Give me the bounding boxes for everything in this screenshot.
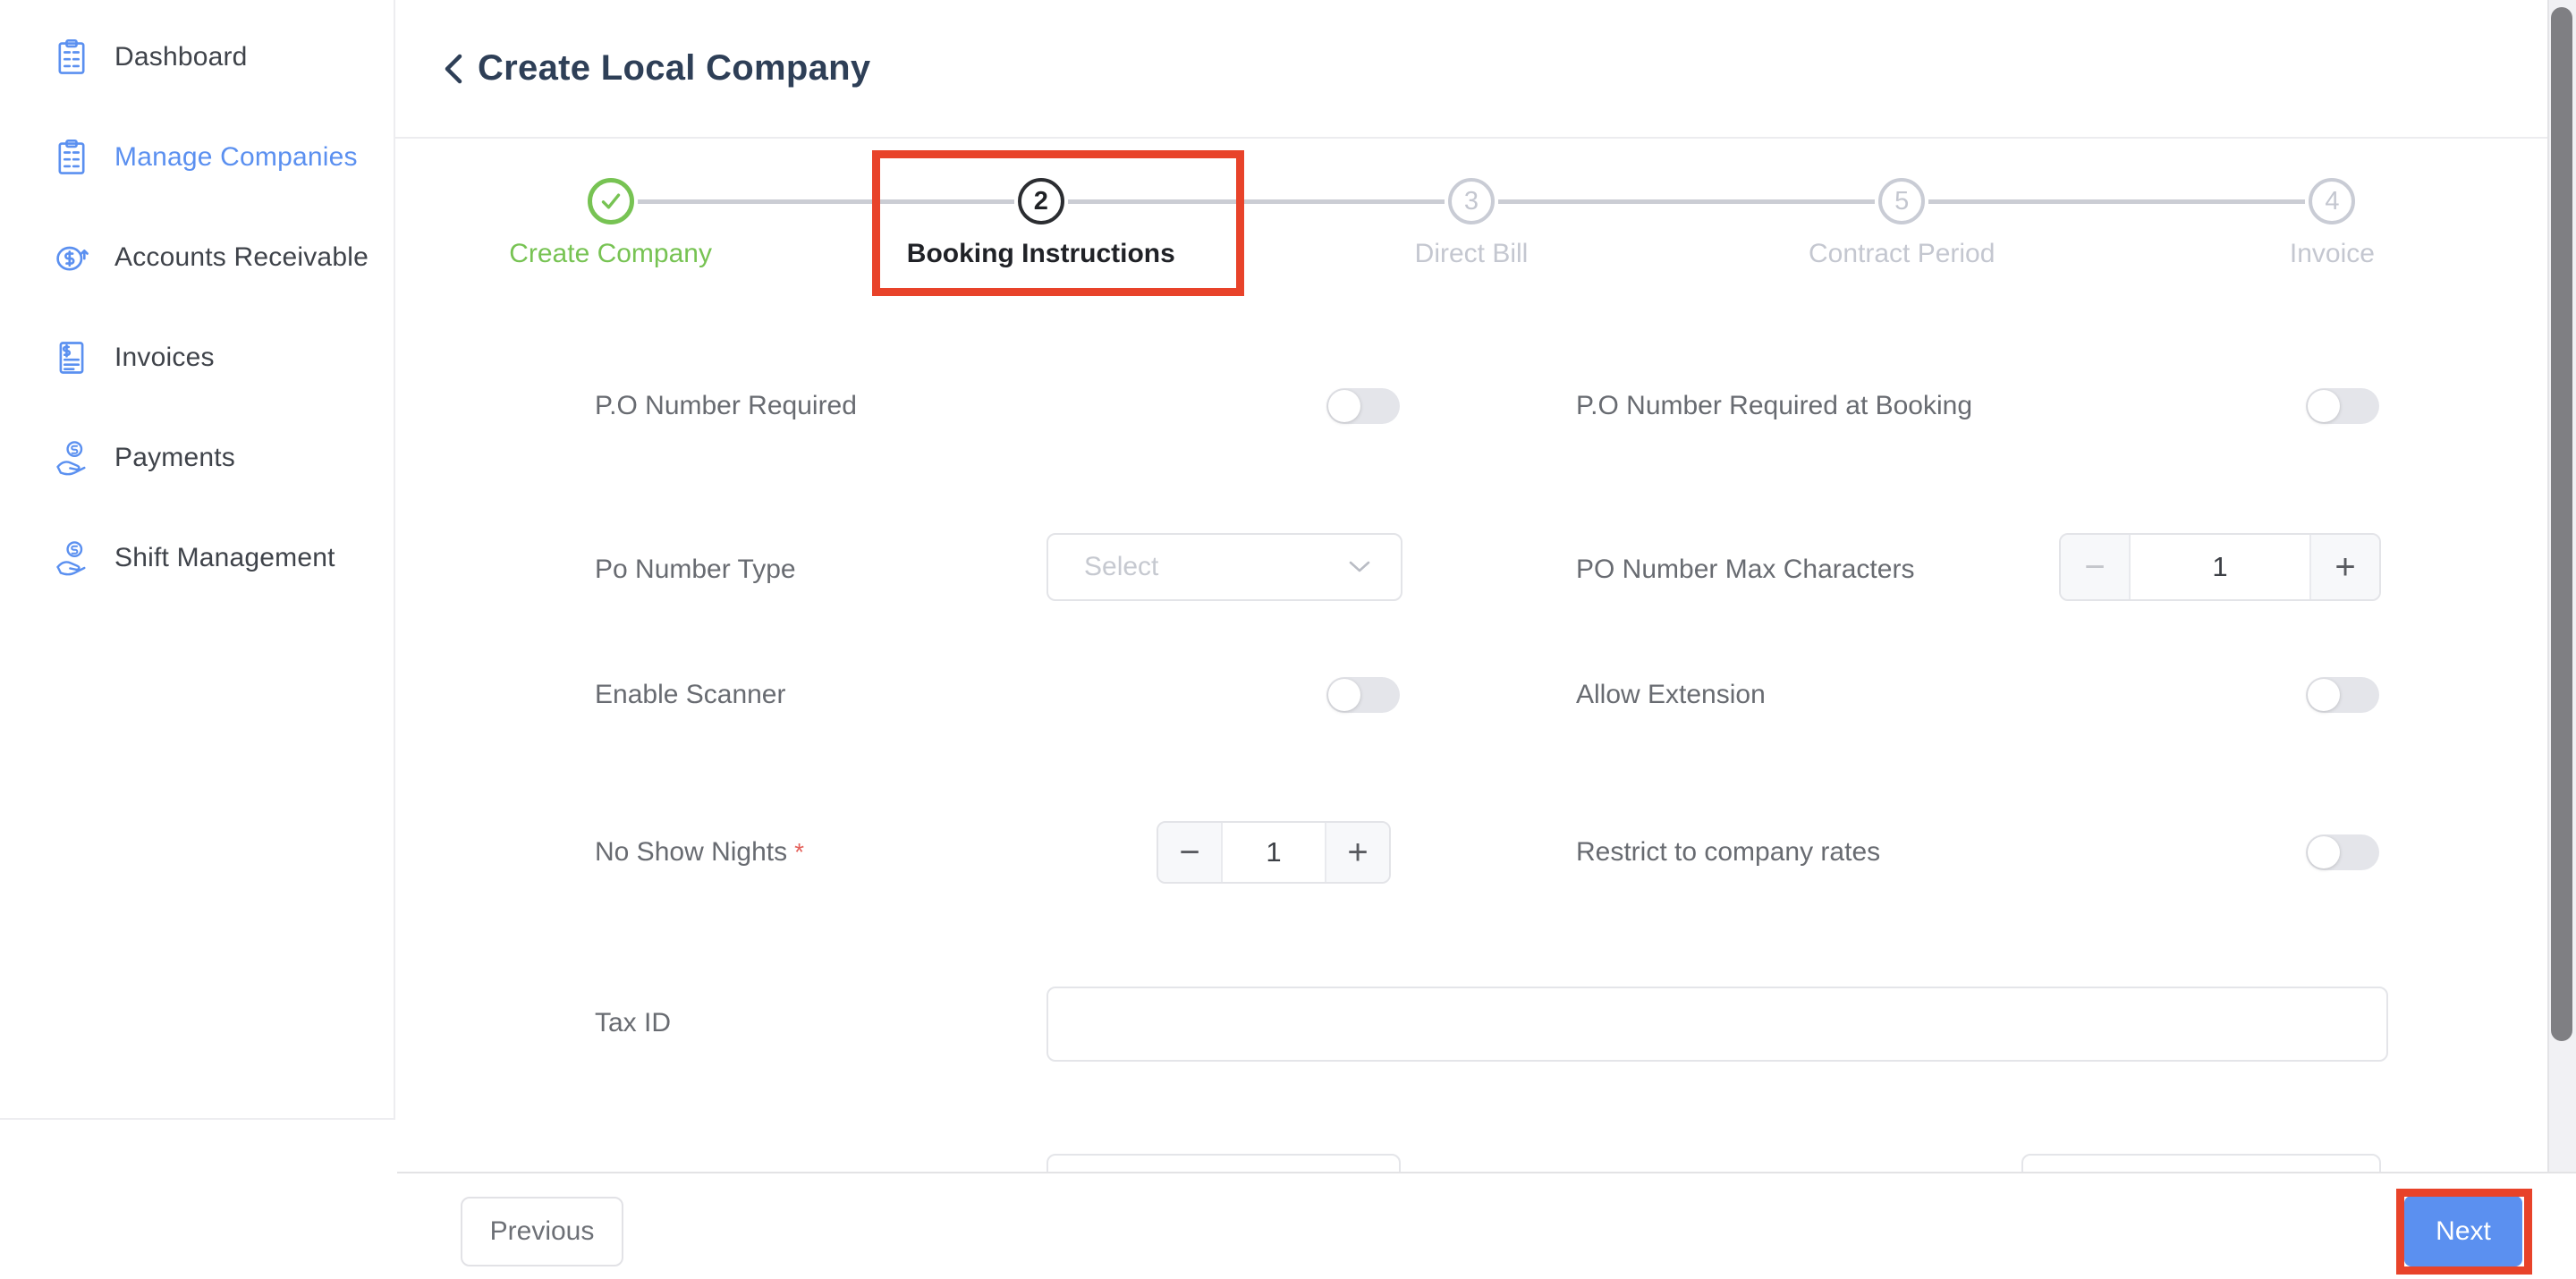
wizard-footer-bar [397,1172,2576,1279]
sidebar-item-accounts-receivable[interactable]: Accounts Receivable [0,208,394,308]
increment-button[interactable]: + [1325,823,1389,882]
no-show-nights-value[interactable]: 1 [1223,823,1325,882]
sidebar-item-manage-companies[interactable]: Manage Companies [0,107,394,208]
po-number-required-toggle[interactable] [1326,388,1400,424]
sidebar-item-label: Dashboard [114,42,248,72]
sidebar-item-dashboard[interactable]: Dashboard [0,7,394,107]
po-number-type-select[interactable]: Select [1046,533,1402,601]
sidebar-item-label: Accounts Receivable [114,242,369,272]
step-check-circle [587,178,634,224]
step-connector [1498,199,1875,204]
sidebar-item-label: Manage Companies [114,142,358,172]
restrict-to-company-rates-label: Restrict to company rates [1576,837,1881,867]
step-number-circle: 4 [2309,178,2356,224]
main-header: Create Local Company [395,0,2547,139]
hand-coin-icon [52,538,91,578]
step-number-circle: 5 [1878,178,1926,224]
sidebar-item-label: Invoices [114,343,215,372]
sidebar-item-shift-management[interactable]: Shift Management [0,508,394,608]
po-number-required-at-booking-label: P.O Number Required at Booking [1576,391,1973,420]
previous-button[interactable]: Previous [461,1197,623,1266]
enable-scanner-label: Enable Scanner [595,680,786,709]
decrement-button[interactable]: − [1158,823,1223,882]
step-create-company[interactable]: Create Company [395,140,826,301]
step-label: Contract Period [1808,239,1996,268]
step-label: Invoice [2289,239,2375,268]
hand-coin-icon [52,438,91,478]
sidebar-item-label: Payments [114,443,235,472]
step-invoice[interactable]: 4 Invoice [2117,140,2547,301]
step-connector [1928,199,2305,204]
po-number-type-label: Po Number Type [595,555,796,584]
page-title: Create Local Company [478,48,871,88]
no-show-nights-stepper: − 1 + [1157,821,1391,884]
no-show-nights-label: No Show Nights * [595,837,805,867]
po-number-required-at-booking-toggle[interactable] [2306,388,2379,424]
sidebar-menu: Dashboard Manage Companies [0,0,394,608]
allow-extension-toggle[interactable] [2306,677,2379,713]
decrement-button[interactable]: − [2061,535,2131,599]
dollar-receive-icon [52,238,91,277]
select-placeholder: Select [1084,552,1159,581]
restrict-to-company-rates-toggle[interactable] [2306,834,2379,870]
clipboard-icon [52,38,91,77]
sidebar-item-invoices[interactable]: Invoices [0,308,394,408]
step-label: Booking Instructions [906,239,1175,268]
enable-scanner-toggle[interactable] [1326,677,1400,713]
chevron-down-icon [1349,561,1370,572]
sidebar-item-payments[interactable]: Payments [0,408,394,508]
step-number-circle: 2 [1017,178,1064,224]
step-label: Direct Bill [1414,239,1529,268]
sidebar-footer [0,1118,395,1279]
tax-id-input[interactable] [1046,987,2388,1062]
sidebar: Dashboard Manage Companies [0,0,395,1279]
check-icon [601,193,620,209]
po-number-max-characters-stepper: − 1 + [2059,533,2381,601]
tax-id-label: Tax ID [595,1008,672,1038]
chevron-left-icon [445,54,462,83]
step-contract-period[interactable]: 5 Contract Period [1687,140,2117,301]
po-number-required-label: P.O Number Required [595,391,857,420]
step-connector [1068,199,1445,204]
back-button[interactable] [442,51,465,87]
step-label: Create Company [509,239,712,268]
step-direct-bill[interactable]: 3 Direct Bill [1256,140,1686,301]
step-connector [638,199,1014,204]
po-number-max-characters-label: PO Number Max Characters [1576,555,1915,584]
sidebar-item-label: Shift Management [114,543,335,572]
next-button[interactable]: Next [2404,1196,2522,1266]
step-number-circle: 3 [1448,178,1495,224]
clipboard-icon [52,138,91,177]
po-number-max-characters-value[interactable]: 1 [2131,535,2309,599]
required-asterisk: * [794,838,805,866]
step-booking-instructions[interactable]: 2 Booking Instructions [826,140,1256,301]
invoice-icon [52,338,91,377]
allow-extension-label: Allow Extension [1576,680,1766,709]
scrollbar-thumb[interactable] [2551,7,2572,1041]
increment-button[interactable]: + [2309,535,2379,599]
wizard-stepper: Create Company 2 Booking Instructions 3 … [395,140,2547,301]
